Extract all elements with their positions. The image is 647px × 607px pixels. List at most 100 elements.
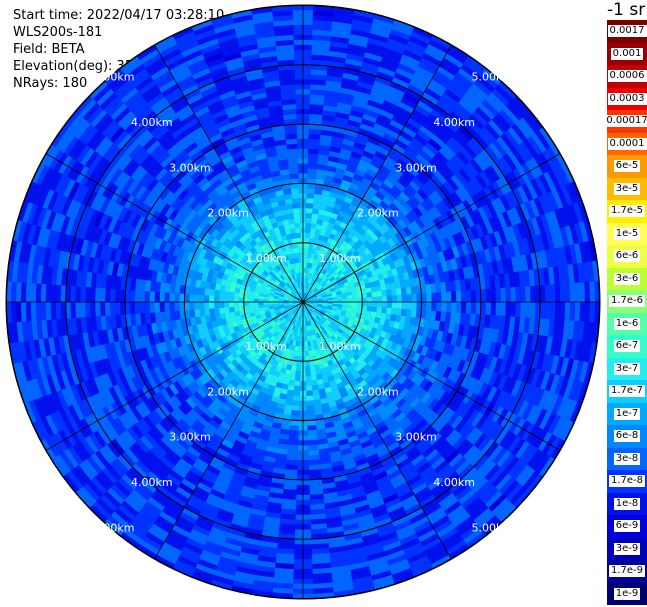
range-gate-cell <box>99 301 106 317</box>
range-gate-cell <box>308 128 322 135</box>
range-gate-cell <box>307 429 318 436</box>
range-gate-cell <box>309 365 316 372</box>
range-gate-cell <box>308 464 321 471</box>
range-gate-cell <box>544 284 551 303</box>
range-gate-cell <box>510 301 517 318</box>
range-gate-cell <box>204 308 211 316</box>
range-gate-cell <box>309 483 323 491</box>
range-gate-cell <box>55 284 62 303</box>
range-gate-cell <box>233 306 240 312</box>
range-gate-cell <box>310 374 317 381</box>
range-gate-cell <box>284 469 298 476</box>
range-gate-cell <box>109 288 116 303</box>
range-gate-cell <box>263 304 269 308</box>
range-gate-cell <box>470 301 477 315</box>
range-gate-cell <box>500 287 507 303</box>
range-gate-cell <box>351 294 358 299</box>
range-gate-cell <box>549 301 556 320</box>
range-gate-cell <box>109 301 116 316</box>
range-gate-cell <box>174 301 180 312</box>
range-gate-cell <box>248 298 254 303</box>
range-gate-cell <box>258 301 264 306</box>
range-gate-cell <box>290 232 297 239</box>
range-gate-cell <box>347 298 353 303</box>
range-gate-cell <box>564 283 571 303</box>
range-gate-cell <box>495 301 502 316</box>
range-gate-cell <box>342 301 348 306</box>
range-gate-cell <box>342 295 348 300</box>
info-panel: Start time: 2022/04/17 03:28:10 WLS200s-… <box>11 7 227 92</box>
range-gate-cell <box>218 307 225 314</box>
range-gate-cell <box>228 291 235 298</box>
range-gate-cell <box>194 309 201 318</box>
range-gate-cell <box>455 301 462 314</box>
range-gate-cell <box>288 434 299 441</box>
range-gate-cell <box>450 301 457 313</box>
range-gate-cell <box>289 419 300 426</box>
range-gate-cell <box>426 292 432 303</box>
range-gate-cell <box>298 262 302 268</box>
range-gate-cell <box>45 301 52 321</box>
range-gate-cell <box>223 307 230 314</box>
range-gate-cell <box>228 296 235 303</box>
range-gate-cell <box>367 301 373 307</box>
range-gate-cell <box>337 299 343 303</box>
range-gate-cell <box>99 287 106 303</box>
range-gate-cell <box>396 301 403 310</box>
range-gate-cell <box>305 222 312 229</box>
range-gate-cell <box>308 148 320 155</box>
range-gate-cell <box>213 289 220 297</box>
range-gate-cell <box>305 375 312 382</box>
range-gate-cell <box>311 379 318 386</box>
range-gate-cell <box>94 301 101 317</box>
range-gate-cell <box>307 153 319 160</box>
range-gate-cell <box>391 301 398 309</box>
range-gate-cell <box>450 291 457 303</box>
range-gate-cell <box>305 217 312 224</box>
range-gate-cell <box>134 301 141 314</box>
range-gate-cell <box>30 301 37 322</box>
range-gate-cell <box>305 227 311 234</box>
range-gate-cell <box>35 301 42 321</box>
range-gate-cell <box>411 293 418 303</box>
range-gate-cell <box>525 301 531 319</box>
range-gate-cell <box>431 292 437 303</box>
range-gate-cell <box>371 291 378 298</box>
range-gate-cell <box>294 375 301 382</box>
range-gate-cell <box>311 384 319 391</box>
range-gate-cell <box>520 301 526 318</box>
range-gate-cell <box>119 301 126 315</box>
range-gate-cell <box>40 301 47 321</box>
range-gate-cell <box>189 285 196 295</box>
range-gate-cell <box>287 384 295 391</box>
range-gate-cell <box>288 218 295 225</box>
range-gate-cell <box>304 346 309 352</box>
range-gate-cell <box>292 395 300 402</box>
range-gate-cell <box>144 290 151 303</box>
range-gate-cell <box>352 301 358 306</box>
range-gate-cell <box>297 252 302 258</box>
range-gate-cell <box>288 168 299 175</box>
range-gate-cell <box>204 288 211 296</box>
range-gate-cell <box>306 419 317 426</box>
range-gate-cell <box>45 283 52 303</box>
range-gate-cell <box>564 301 571 321</box>
range-gate-cell <box>114 288 121 303</box>
range-gate-cell <box>401 294 408 303</box>
range-gate-cell <box>307 444 319 451</box>
nrays-label: NRays: 180 <box>11 75 90 92</box>
range-gate-cell <box>308 133 321 140</box>
range-gate-cell <box>346 294 353 300</box>
range-gate-cell <box>311 218 318 225</box>
range-gate-cell <box>381 307 388 314</box>
range-gate-cell <box>286 449 298 456</box>
range-gate-cell <box>285 133 298 140</box>
range-gate-cell <box>465 301 472 314</box>
range-gate-cell <box>395 308 402 316</box>
range-gate-cell <box>223 290 230 297</box>
range-gate-cell <box>233 292 240 298</box>
range-gate-cell <box>223 296 230 303</box>
range-gate-cell <box>289 178 300 185</box>
range-gate-cell <box>306 410 316 416</box>
range-gate-cell <box>89 301 96 318</box>
